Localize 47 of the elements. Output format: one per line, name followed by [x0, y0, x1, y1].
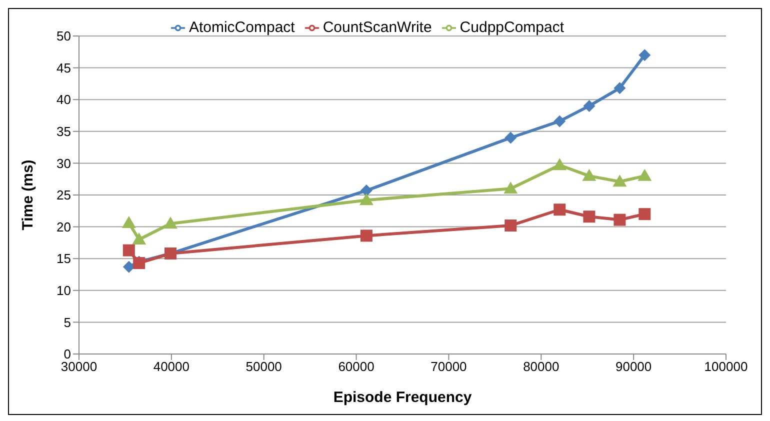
x-tick-label: 70000: [430, 359, 467, 374]
point: [614, 82, 626, 94]
x-tick-label: 40000: [153, 359, 190, 374]
y-axis-title: Time (ms): [19, 160, 36, 230]
x-tick-label: 90000: [615, 359, 652, 374]
legend-label: AtomicCompact: [188, 19, 295, 36]
point: [582, 168, 596, 181]
point: [583, 210, 596, 223]
point: [583, 100, 596, 112]
x-axis-title: Episode Frequency: [333, 389, 472, 406]
point: [552, 158, 567, 170]
legend-label: CountScanWrite: [322, 19, 432, 36]
x-tick-label: 30000: [60, 359, 98, 374]
y-tick-label: 45: [56, 60, 71, 76]
y-tick-label: 35: [56, 124, 71, 140]
x-tick-label: 60000: [338, 359, 374, 374]
x-tick-label: 100000: [704, 359, 748, 374]
point: [504, 220, 517, 232]
y-tick-label: 40: [56, 92, 71, 108]
point: [359, 193, 374, 206]
point: [360, 230, 372, 242]
point: [638, 49, 651, 62]
point: [164, 216, 178, 229]
point: [638, 208, 651, 220]
point: [122, 260, 135, 273]
y-tick-label: 20: [56, 219, 71, 234]
legend-label: CudppCompact: [460, 19, 564, 36]
y-tick-label: 50: [56, 28, 71, 44]
y-tick-label: 15: [56, 251, 71, 266]
point: [132, 232, 146, 245]
point: [614, 214, 626, 226]
point: [612, 174, 627, 187]
x-tick-label: 50000: [246, 359, 282, 374]
point: [638, 168, 652, 181]
point: [122, 216, 136, 228]
y-tick-label: 5: [64, 314, 71, 330]
point: [504, 132, 517, 144]
point: [122, 244, 135, 256]
x-tick-label: 80000: [523, 359, 560, 374]
point: [554, 115, 566, 128]
y-tick-label: 10: [56, 283, 71, 298]
point: [360, 184, 372, 197]
point: [554, 204, 566, 216]
point: [504, 182, 518, 194]
y-tick-label: 25: [56, 188, 71, 203]
y-tick-label: 30: [56, 156, 71, 171]
y-tick-label: 0: [64, 346, 71, 362]
